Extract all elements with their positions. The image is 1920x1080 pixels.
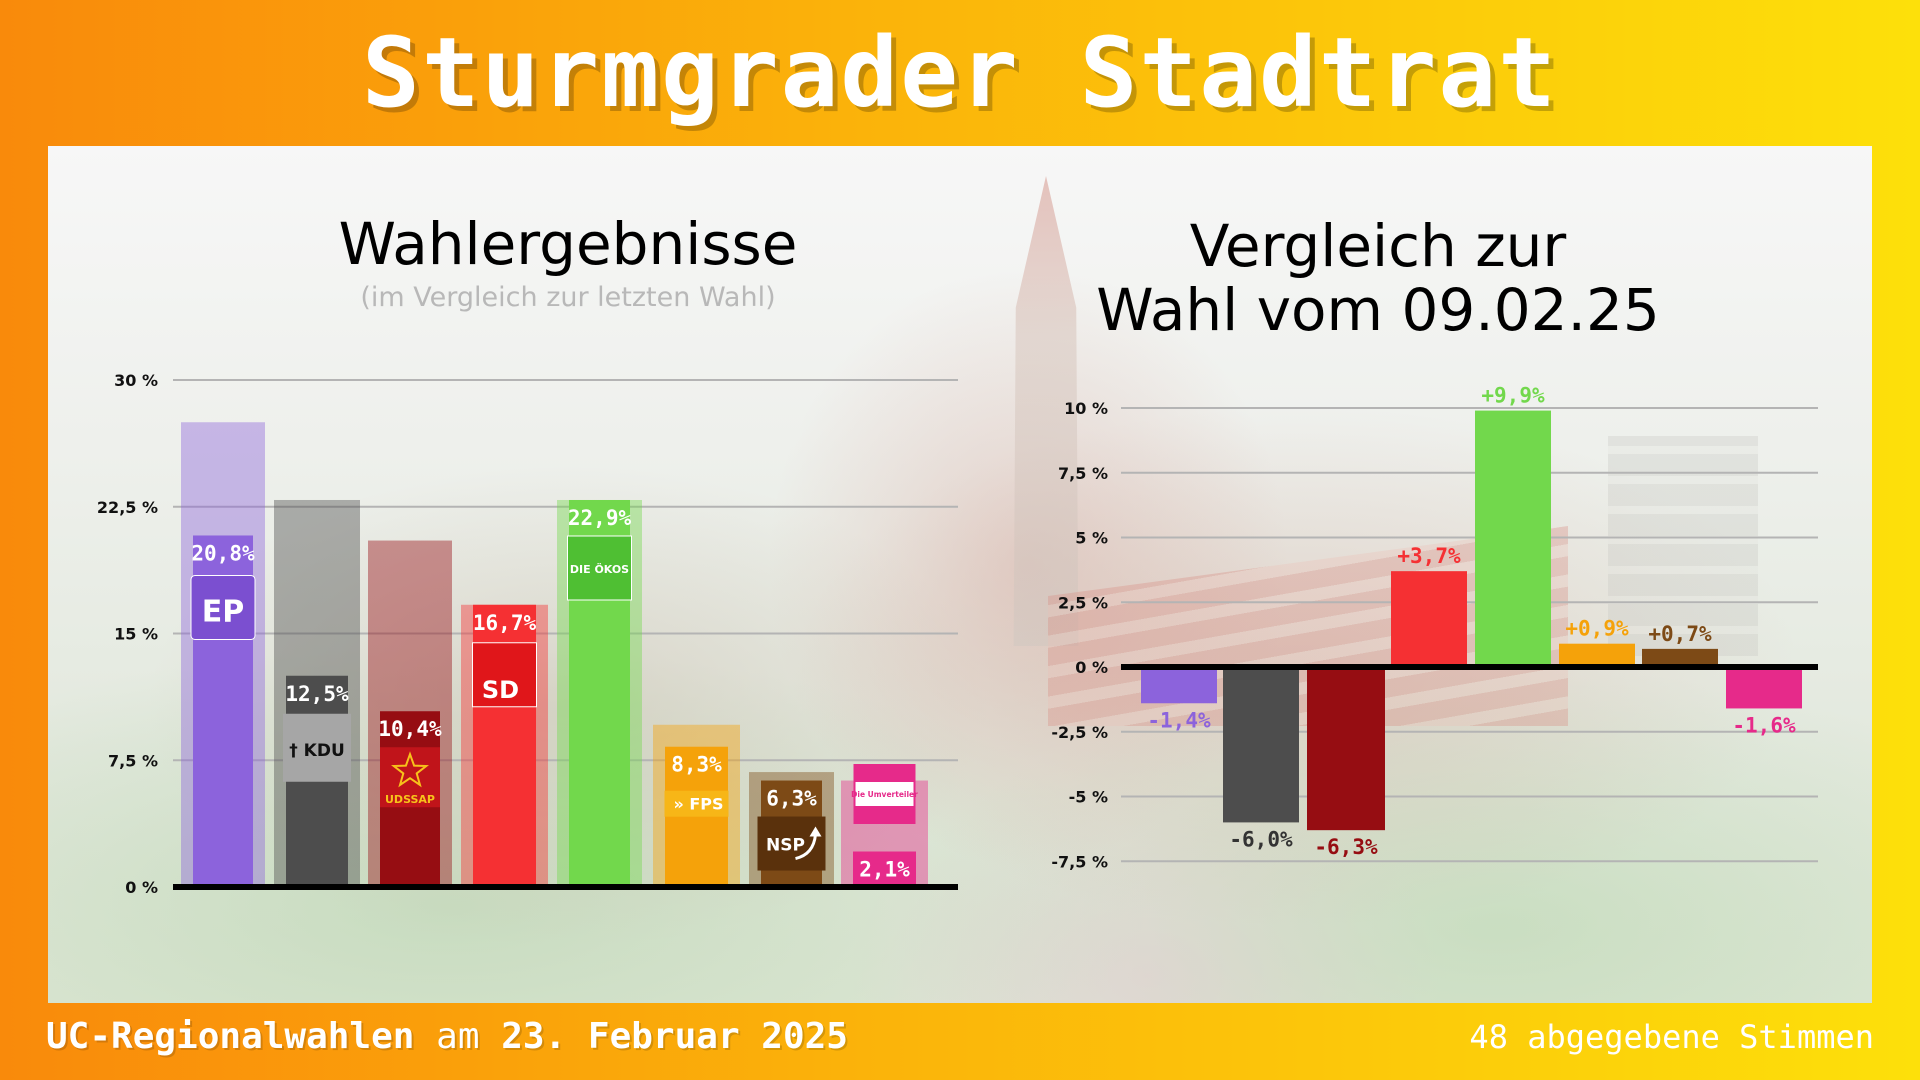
- comparison-y-tick-label: 5 %: [1075, 529, 1108, 548]
- comparison-bar-fps: [1559, 643, 1635, 667]
- comparison-y-tick-label: 2,5 %: [1058, 593, 1108, 612]
- party-logo-sd: SD: [472, 642, 537, 708]
- results-y-tick-label: 0 %: [125, 878, 158, 897]
- footer-date-prefix: am: [436, 1016, 480, 1057]
- comparison-value-label-fps: +0,9%: [1565, 617, 1629, 641]
- comparison-title-line-1: Vergleich zur: [1189, 212, 1567, 280]
- results-y-tick-label: 7,5 %: [108, 751, 158, 770]
- results-value-label-kdu: 12,5%: [285, 682, 349, 706]
- party-logo-die-umverteiler: Die Umverteiler: [851, 764, 918, 824]
- comparison-bar-die-kos: [1475, 410, 1551, 667]
- results-bar-die-umverteiler: [853, 851, 916, 887]
- party-logo-text-die-umverteiler: Die Umverteiler: [851, 790, 918, 799]
- comparison-bar-die-umverteiler: [1726, 667, 1802, 709]
- comparison-chart-title: Vergleich zur Wahl vom 09.02.25: [1048, 214, 1708, 342]
- results-y-tick-label: 22,5 %: [97, 498, 158, 517]
- footer-vote-count: 48 abgegebene Stimmen: [1469, 1018, 1874, 1056]
- charts-svg: 0 % 7,5 % 15 % 22,5 % 30 % 20,8% EP 12,5% † KDU 1…: [97, 371, 1818, 897]
- party-logo-kdu: † KDU: [283, 713, 351, 782]
- results-value-label-udssap: 10,4%: [378, 717, 442, 741]
- comparison-y-tick-label: 10 %: [1064, 399, 1108, 418]
- results-value-label-die-kos: 22,9%: [568, 506, 632, 530]
- party-logo-ep: EP: [190, 574, 256, 640]
- comparison-value-label-nsp: +0,7%: [1648, 622, 1712, 646]
- footer-date: 23. Februar 2025: [501, 1016, 848, 1057]
- comparison-bar-ep: [1141, 667, 1217, 704]
- comparison-y-tick-label: -7,5 %: [1051, 852, 1108, 871]
- footer-event-name: UC-Regionalwahlen: [46, 1016, 415, 1057]
- party-logo-text-udssap: UDSSAP: [385, 793, 435, 806]
- party-logo-die-kos: DIE ÖKOS: [567, 535, 632, 601]
- comparison-value-label-kdu: -6,0%: [1229, 827, 1293, 851]
- comparison-title-line-2: Wahl vom 09.02.25: [1096, 276, 1660, 344]
- comparison-bar-nsp: [1642, 648, 1718, 667]
- party-logo-text-kdu: † KDU: [289, 741, 345, 761]
- comparison-y-tick-label: 0 %: [1075, 658, 1108, 677]
- results-chart-subtitle: (im Vergleich zur letzten Wahl): [360, 282, 776, 313]
- results-value-label-nsp: 6,3%: [766, 787, 817, 811]
- comparison-bar-udssap: [1307, 667, 1385, 831]
- main-title: Sturmgrader Stadtrat: [362, 17, 1558, 129]
- party-logo-nsp: NSP: [757, 816, 826, 871]
- results-value-label-ep: 20,8%: [191, 541, 255, 565]
- comparison-value-label-die-kos: +9,9%: [1481, 384, 1545, 408]
- party-logo-text-sd: SD: [482, 676, 519, 704]
- results-y-tick-label: 30 %: [114, 371, 158, 390]
- comparison-bar-sd: [1391, 571, 1467, 667]
- comparison-y-tick-label: 7,5 %: [1058, 464, 1108, 483]
- comparison-y-tick-label: -2,5 %: [1051, 723, 1108, 742]
- chart-panel: Wahlergebnisse (im Vergleich zur letzten…: [48, 146, 1872, 1003]
- results-y-tick-label: 15 %: [114, 625, 158, 644]
- results-bar-fps: [665, 746, 728, 887]
- results-value-label-sd: 16,7%: [473, 611, 537, 635]
- party-logo-text-nsp: NSP: [766, 836, 805, 856]
- footer-event: UC-Regionalwahlen am 23. Februar 2025: [46, 1016, 848, 1057]
- party-logo-text-fps: » FPS: [673, 795, 723, 814]
- comparison-value-label-ep: -1,4%: [1147, 708, 1211, 732]
- party-logo-udssap: UDSSAP: [380, 747, 440, 808]
- party-logo-text-ep: EP: [202, 594, 244, 629]
- results-chart-title: Wahlergebnisse: [338, 210, 798, 278]
- party-logo-text-die-okos: DIE ÖKOS: [570, 562, 629, 576]
- results-value-label-fps: 8,3%: [671, 753, 722, 777]
- comparison-y-tick-label: -5 %: [1069, 788, 1108, 807]
- comparison-value-label-udssap: -6,3%: [1314, 835, 1378, 859]
- party-logo-fps: » FPS: [664, 790, 729, 817]
- results-value-label-die-umverteiler: 2,1%: [859, 858, 910, 882]
- comparison-bar-kdu: [1223, 667, 1299, 823]
- comparison-value-label-sd: +3,7%: [1397, 544, 1461, 568]
- comparison-value-label-die-umverteiler: -1,6%: [1732, 713, 1796, 737]
